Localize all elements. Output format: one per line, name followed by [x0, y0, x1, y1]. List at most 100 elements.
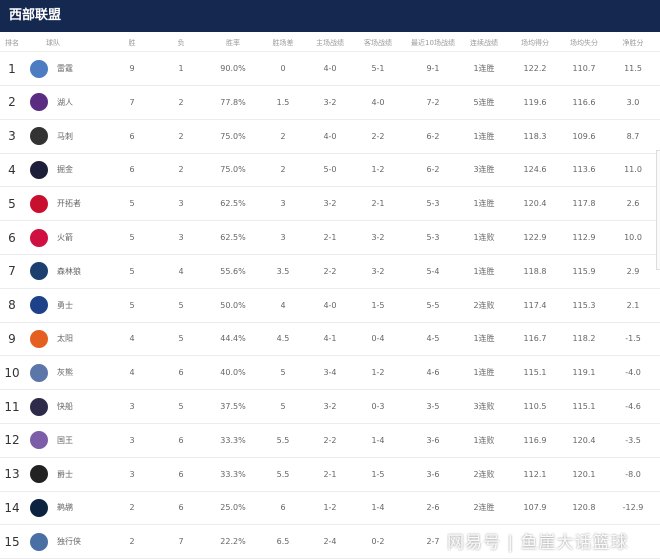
- cell-streak: 1连胜: [473, 368, 495, 378]
- watermark: 网易号 | 鱼崖大话篮球: [447, 533, 629, 553]
- cell-ppg: 118.8: [523, 266, 547, 276]
- cell-streak: 1连胜: [473, 64, 495, 73]
- table-row[interactable]: 7 森林狼 5 4 55.6% 3.5 2-2 3-2 5-4 1连胜 118.8 115.9 2.9: [0, 255, 660, 289]
- header-away-record[interactable]: 客场战绩: [364, 38, 392, 47]
- cell-point-diff: -12.9: [622, 503, 644, 513]
- team-name[interactable]: 爵士: [57, 469, 73, 479]
- cell-losses: 3: [178, 233, 184, 242]
- team-name[interactable]: 灰熊: [57, 368, 73, 378]
- cell-win-pct: 33.3%: [220, 435, 246, 445]
- cell-away-record: 5-1: [371, 64, 385, 73]
- team-name[interactable]: 火箭: [57, 233, 73, 242]
- cell-point-diff: -4.0: [625, 368, 641, 378]
- team-name[interactable]: 国王: [57, 435, 73, 445]
- cell-wins: 5: [129, 266, 135, 276]
- cell-games-behind: 4: [280, 300, 286, 310]
- cell-point-diff: 8.7: [626, 131, 640, 141]
- cell-point-diff: -3.5: [625, 435, 641, 445]
- header-win-pct[interactable]: 胜率: [226, 38, 240, 47]
- cell-losses: 6: [178, 469, 184, 479]
- table-row[interactable]: 6 火箭 5 3 62.5% 3 2-1 3-2 5-3 1连败 122.9 112.9 10.0: [0, 221, 660, 255]
- cell-games-behind: 3: [280, 233, 286, 242]
- header-team[interactable]: 球队: [46, 38, 60, 47]
- header-streak[interactable]: 连续战绩: [470, 38, 498, 47]
- table-row[interactable]: 10 灰熊 4 6 40.0% 5 3-4 1-2 4-6 1连胜 115.1 119.1 -4.0: [0, 356, 660, 391]
- cell-opp-ppg: 116.6: [572, 97, 596, 107]
- table-row[interactable]: 1 雷霆 9 1 90.0% 0 4-0 5-1 9-1 1连胜 122.2 110.7 11.5: [0, 52, 660, 86]
- cell-win-pct: 75.0%: [220, 165, 246, 175]
- cell-ppg: 120.4: [523, 199, 547, 209]
- cell-losses: 6: [178, 503, 184, 513]
- cell-losses: 5: [178, 300, 184, 310]
- cell-opp-ppg: 109.6: [572, 131, 596, 141]
- team-name[interactable]: 快船: [57, 402, 73, 411]
- team-name[interactable]: 森林狼: [57, 266, 81, 276]
- cell-losses: 3: [178, 199, 184, 209]
- cell-ppg: 124.6: [523, 165, 547, 175]
- cell-away-record: 1-4: [371, 503, 385, 513]
- cell-home-record: 4-1: [323, 334, 337, 344]
- team-logo-icon: [29, 525, 49, 558]
- cell-opp-ppg: 115.1: [572, 402, 596, 411]
- table-row[interactable]: 4 掘金 6 2 75.0% 2 5-0 1-2 6-2 3连胜 124.6 113.6 11.0: [0, 153, 660, 188]
- table-row[interactable]: 11 快船 3 5 37.5% 5 3-2 0-3 3-5 3连败 110.5 115.1 -4.6: [0, 390, 660, 424]
- team-name[interactable]: 勇士: [57, 300, 73, 310]
- team-name[interactable]: 鹈鹕: [57, 503, 73, 513]
- table-row[interactable]: 8 勇士 5 5 50.0% 4 4-0 1-5 5-5 2连败 117.4 115.3 2.1: [0, 289, 660, 323]
- team-name[interactable]: 湖人: [57, 97, 73, 107]
- team-name[interactable]: 独行侠: [57, 537, 81, 547]
- cell-last-10: 5-3: [426, 199, 440, 209]
- header-rank[interactable]: 排名: [5, 38, 19, 47]
- cell-away-record: 0-3: [371, 402, 385, 411]
- table-row[interactable]: 3 马刺 6 2 75.0% 2 4-0 2-2 6-2 1连胜 118.3 109.6 8.7: [0, 120, 660, 154]
- team-logo-icon: [29, 86, 49, 119]
- cell-rank: 12: [4, 433, 20, 448]
- cell-losses: 5: [178, 402, 184, 411]
- cell-opp-ppg: 118.2: [572, 334, 596, 344]
- team-name[interactable]: 雷霆: [57, 64, 73, 73]
- cell-wins: 5: [129, 199, 135, 209]
- cell-last-10: 5-4: [426, 266, 440, 276]
- team-logo-icon: [29, 322, 49, 355]
- scrollbar[interactable]: [656, 150, 660, 270]
- cell-ppg: 112.1: [523, 469, 547, 479]
- header-last-10[interactable]: 最近10场战绩: [411, 38, 455, 47]
- team-logo-icon: [29, 491, 49, 524]
- cell-point-diff: 2.6: [626, 199, 640, 209]
- cell-win-pct: 77.8%: [220, 97, 246, 107]
- cell-streak: 2连败: [473, 469, 495, 479]
- conference-title: 西部联盟: [0, 0, 660, 32]
- table-row[interactable]: 14 鹈鹕 2 6 25.0% 6 1-2 1-4 2-6 2连胜 107.9 120.8 -12.9: [0, 491, 660, 526]
- cell-losses: 5: [178, 334, 184, 344]
- cell-rank: 13: [4, 467, 20, 482]
- header-wins[interactable]: 胜: [128, 38, 136, 47]
- cell-last-10: 2-6: [426, 503, 440, 513]
- table-header: 排名 球队 胜 负 胜率 胜场差 主场战绩 客场战绩 最近10场战绩 连续战绩 场均得分 场均失分 净胜…: [0, 34, 660, 52]
- cell-wins: 3: [129, 402, 135, 411]
- cell-ppg: 122.2: [523, 64, 547, 73]
- cell-win-pct: 62.5%: [220, 199, 246, 209]
- table-row[interactable]: 13 爵士 3 6 33.3% 5.5 2-1 1-5 3-6 2连败 112.1 120.1 -8.0: [0, 458, 660, 492]
- team-name[interactable]: 掘金: [57, 165, 73, 175]
- cell-last-10: 6-2: [426, 165, 440, 175]
- cell-opp-ppg: 113.6: [572, 165, 596, 175]
- header-games-behind[interactable]: 胜场差: [272, 38, 294, 47]
- team-name[interactable]: 太阳: [57, 334, 73, 344]
- table-row[interactable]: 9 太阳 4 5 44.4% 4.5 4-1 0-4 4-5 1连胜 116.7 118.2 -1.5: [0, 322, 660, 357]
- cell-opp-ppg: 120.1: [572, 469, 596, 479]
- header-losses[interactable]: 负: [177, 38, 185, 47]
- table-row[interactable]: 2 湖人 7 2 77.8% 1.5 3-2 4-0 7-2 5连胜 119.6 116.6 3.0: [0, 86, 660, 120]
- cell-wins: 6: [129, 131, 135, 141]
- cell-last-10: 3-6: [426, 435, 440, 445]
- cell-ppg: 115.1: [523, 368, 547, 378]
- header-ppg[interactable]: 场均得分: [521, 38, 549, 47]
- cell-streak: 1连胜: [473, 131, 495, 141]
- table-row[interactable]: 5 开拓者 5 3 62.5% 3 3-2 2-1 5-3 1连胜 120.4 117.8 2.6: [0, 187, 660, 222]
- table-row[interactable]: 12 国王 3 6 33.3% 5.5 2-2 1-4 3-6 1连败 116.9 120.4 -3.5: [0, 424, 660, 458]
- team-name[interactable]: 开拓者: [57, 199, 81, 209]
- header-opp-ppg[interactable]: 场均失分: [570, 38, 598, 47]
- header-point-diff[interactable]: 净胜分: [622, 38, 644, 47]
- team-name[interactable]: 马刺: [57, 131, 73, 141]
- header-home-record[interactable]: 主场战绩: [316, 38, 344, 47]
- cell-opp-ppg: 115.3: [572, 300, 596, 310]
